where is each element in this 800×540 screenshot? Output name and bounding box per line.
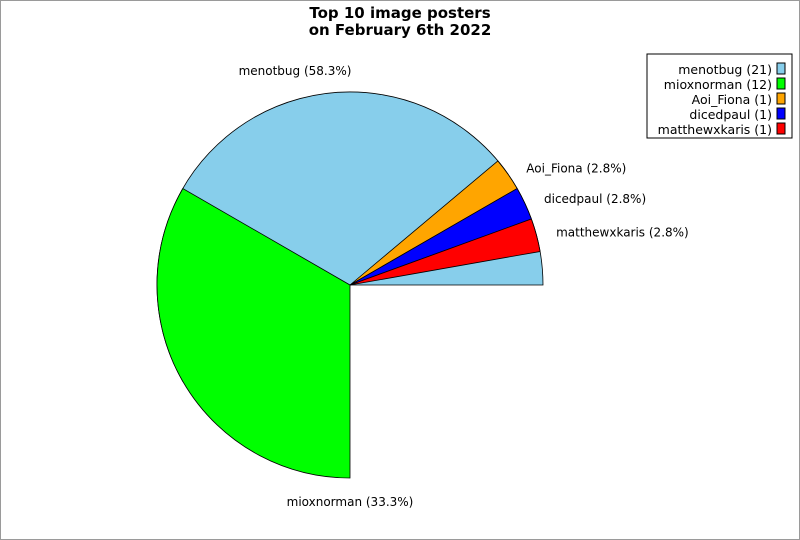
legend-swatch bbox=[776, 107, 786, 120]
slice-label-mioxnorman: mioxnorman (33.3%) bbox=[287, 495, 414, 509]
legend-label: menotbug (21) bbox=[678, 62, 772, 77]
legend-label: Aoi_Fiona (1) bbox=[692, 92, 772, 107]
legend-label: dicedpaul (1) bbox=[689, 107, 772, 122]
legend-label: matthewxkaris (1) bbox=[658, 122, 772, 137]
legend-label: mioxnorman (12) bbox=[664, 77, 772, 92]
legend: menotbug (21)mioxnorman (12)Aoi_Fiona (1… bbox=[646, 53, 793, 139]
legend-box bbox=[646, 53, 793, 139]
pie-slice-labels: menotbug (58.3%) mioxnorman (33.3%) Aoi_Fi… bbox=[239, 64, 689, 509]
chart-title-line-2: on February 6th 2022 bbox=[309, 21, 492, 39]
slice-label-aoi-fiona: Aoi_Fiona (2.8%) bbox=[526, 162, 626, 176]
slice-label-matthewxkaris: matthewxkaris (2.8%) bbox=[556, 226, 689, 240]
pie-slice-matthewxkaris bbox=[349, 218, 541, 286]
slice-label-menotbug: menotbug (58.3%) bbox=[239, 64, 352, 78]
legend-swatch bbox=[776, 92, 786, 105]
legend-swatch bbox=[776, 77, 786, 90]
pie-slices bbox=[156, 91, 544, 479]
chart-title-line-1: Top 10 image posters bbox=[309, 4, 490, 22]
slice-label-dicedpaul: dicedpaul (2.8%) bbox=[544, 192, 646, 206]
legend-swatch bbox=[776, 62, 786, 75]
pie-slice-mioxnorman bbox=[156, 187, 351, 479]
legend-swatch bbox=[776, 122, 786, 135]
